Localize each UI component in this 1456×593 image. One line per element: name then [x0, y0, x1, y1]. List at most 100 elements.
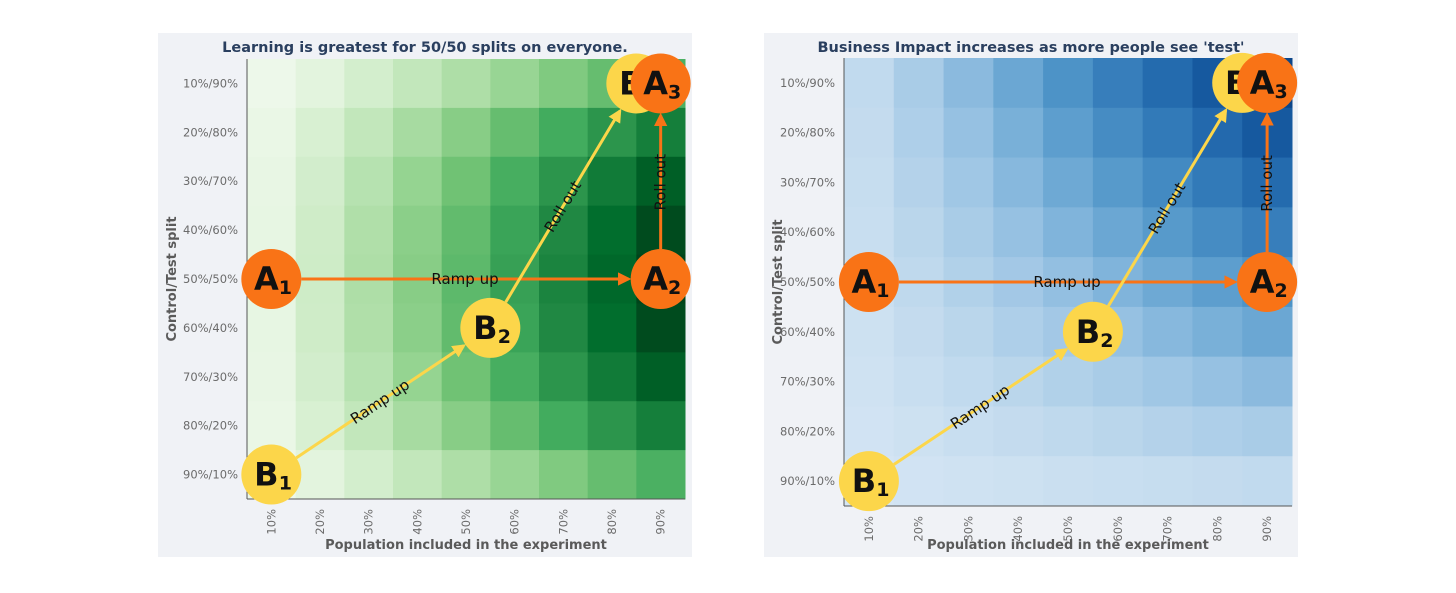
heatmap-cell [1142, 58, 1193, 109]
node-circle [460, 297, 521, 358]
heatmap-cell [844, 157, 895, 208]
heatmap-cell [490, 205, 540, 256]
heatmap-cell [943, 58, 994, 109]
heatmap-cell [441, 401, 491, 451]
heatmap-cell [1192, 207, 1243, 258]
heatmap-cell [943, 107, 994, 159]
heatmap-cell [441, 156, 491, 207]
y-tick-label: 10%/90% [780, 76, 835, 90]
node-subscript: 3 [668, 81, 681, 103]
heatmap-cell [943, 306, 994, 358]
x-tick-label: 30% [362, 509, 376, 535]
x-tick-label: 40% [410, 509, 424, 535]
heatmap-cell [393, 401, 443, 451]
heatmap-cell [247, 401, 297, 451]
heatmap-cell [993, 406, 1044, 457]
heatmap-cell [441, 107, 491, 158]
heatmap-cell [539, 303, 589, 353]
x-tick-label: 80% [1210, 516, 1224, 542]
arrow-label: Roll out [1258, 155, 1276, 212]
y-axis-title: Control/Test split [771, 219, 786, 344]
heatmap-cell [844, 107, 895, 159]
heatmap-cell [993, 157, 1044, 208]
impact-heatmap: Business Impact increases as more people… [771, 40, 1298, 553]
heatmap-cell [893, 207, 945, 258]
heatmap-cell [1092, 207, 1144, 258]
heatmap-cell [344, 450, 394, 500]
heatmap-cell [943, 356, 994, 407]
learning-heatmap-panel: Learning is greatest for 50/50 splits on… [158, 33, 692, 557]
heatmap-cell [393, 450, 443, 500]
node-subscript: 2 [498, 326, 511, 348]
x-tick-label: 50% [459, 509, 473, 535]
heatmap-cell [295, 352, 345, 402]
heatmap-cell [1043, 157, 1094, 208]
x-tick-label: 60% [508, 509, 522, 535]
heatmap-cell [490, 401, 540, 451]
heatmap-cell [1043, 456, 1094, 507]
heatmap-cell [490, 450, 540, 500]
heatmap-cell [943, 207, 994, 258]
arrow-label-group: Roll out [652, 154, 670, 211]
heatmap-cell [993, 306, 1044, 358]
heatmap-cell [844, 306, 895, 358]
heatmap-cell [441, 450, 491, 500]
heatmap-cell [1092, 456, 1144, 507]
y-tick-label: 50%/50% [780, 275, 835, 289]
heatmap-cell [1142, 406, 1193, 457]
heatmap-cell [1043, 58, 1094, 109]
x-tick-label: 40% [1011, 516, 1025, 542]
node-subscript: 2 [1100, 330, 1113, 352]
heatmap-cell [539, 401, 589, 451]
node-circle [630, 249, 691, 309]
y-tick-label: 30%/70% [780, 175, 835, 189]
learning-heatmap: Learning is greatest for 50/50 splits on… [165, 40, 691, 553]
heatmap-cell [1092, 58, 1144, 109]
heatmap-cell [490, 352, 540, 402]
heatmap-cell [539, 59, 589, 109]
node-subscript: 3 [1274, 81, 1287, 103]
node-letter: B [254, 456, 278, 494]
impact-heatmap-panel: Business Impact increases as more people… [764, 33, 1298, 557]
node-subscript: 2 [1274, 280, 1287, 302]
heatmap-cell [1242, 456, 1293, 507]
y-tick-label: 20%/80% [183, 125, 238, 139]
heatmap-cell [490, 107, 540, 158]
heatmap-cell [295, 303, 345, 353]
heatmap-cell [1043, 107, 1094, 159]
heatmap-cell [1092, 107, 1144, 159]
node-circle [1237, 52, 1298, 113]
x-tick-label: 50% [1061, 516, 1075, 542]
heatmap-cell [1043, 356, 1094, 407]
arrow-label-group: Ramp up [1033, 273, 1100, 291]
heatmap-cell [1192, 306, 1243, 358]
heatmap-cell [247, 107, 297, 158]
x-tick-label: 10% [862, 516, 876, 542]
y-tick-label: 90%/10% [780, 474, 835, 488]
x-axis-title: Population included in the experiment [927, 538, 1209, 553]
heatmap-cell [441, 59, 491, 109]
heatmap-cell [1242, 306, 1293, 358]
y-tick-label: 60%/40% [183, 321, 238, 335]
node-circle [838, 252, 899, 312]
y-tick-label: 70%/30% [183, 370, 238, 384]
heatmap-cell [393, 59, 443, 109]
arrow-B2-B3 [1107, 108, 1228, 307]
node-circle [1237, 252, 1298, 312]
heatmap-cell [539, 107, 589, 158]
x-tick-label: 20% [912, 516, 926, 542]
heatmap-cell [1142, 157, 1193, 208]
y-tick-label: 70%/30% [780, 375, 835, 389]
node-subscript: 1 [876, 479, 889, 501]
heatmap-cell [993, 207, 1044, 258]
y-axis-title: Control/Test split [165, 216, 180, 341]
x-tick-label: 70% [556, 509, 570, 535]
heatmap-cell [295, 156, 345, 207]
arrow-B1-B2 [893, 348, 1069, 466]
heatmap-cell [993, 107, 1044, 159]
heatmap-cell [636, 303, 686, 353]
